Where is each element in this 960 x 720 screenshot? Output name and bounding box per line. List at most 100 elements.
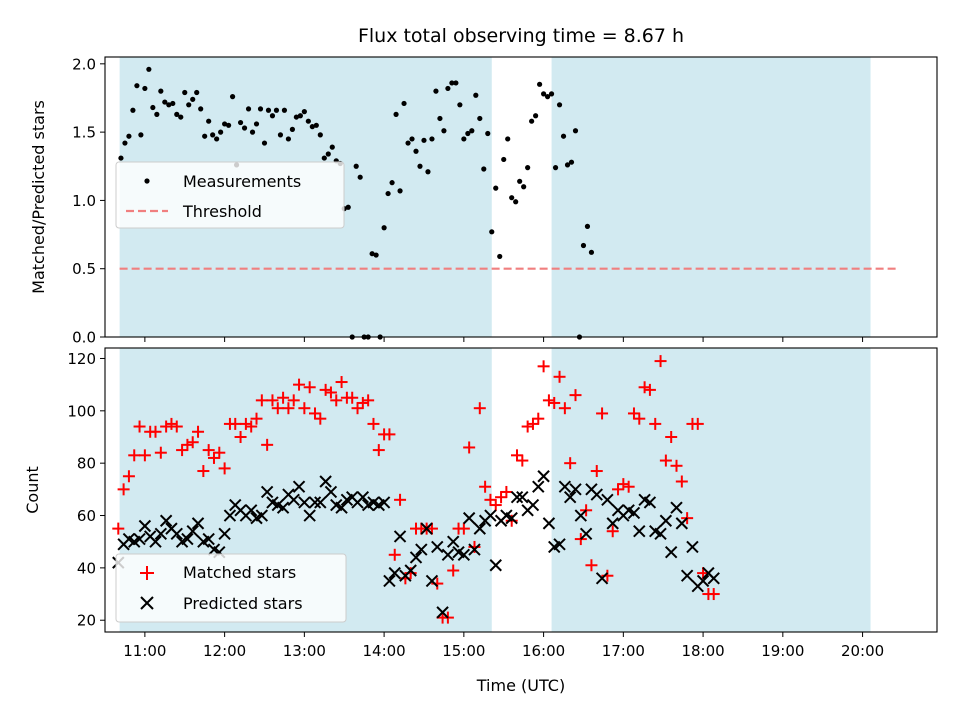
matched-star-point bbox=[548, 396, 561, 409]
measurement-point bbox=[210, 132, 216, 138]
matched-star-point bbox=[532, 412, 545, 425]
measurement-point bbox=[293, 114, 299, 120]
predicted-star-point bbox=[404, 564, 417, 577]
matched-star-point bbox=[356, 396, 369, 409]
matched-star-point bbox=[330, 394, 343, 407]
predicted-star-point bbox=[686, 540, 699, 554]
matched-star-point bbox=[489, 499, 502, 512]
predicted-star-point bbox=[314, 496, 327, 509]
matched-star-points bbox=[112, 355, 720, 624]
predicted-star-point bbox=[223, 509, 237, 522]
matched-star-point bbox=[117, 483, 130, 496]
matched-star-point bbox=[335, 376, 348, 389]
matched-star-point bbox=[138, 449, 151, 462]
matched-star-point bbox=[181, 438, 194, 451]
matched-star-point bbox=[149, 425, 162, 438]
predicted-star-point bbox=[377, 496, 391, 509]
predicted-star-point bbox=[202, 532, 215, 546]
x-tick-label: 14:00 bbox=[362, 642, 405, 660]
measurement-point bbox=[241, 125, 248, 131]
measurement-point bbox=[273, 107, 280, 113]
ratio-y-axis-label: Matched/Predicted stars bbox=[29, 100, 48, 294]
measurement-point bbox=[249, 129, 256, 135]
matched-star-point bbox=[160, 420, 173, 433]
matched-star-point bbox=[346, 391, 359, 404]
measurement-point bbox=[417, 163, 423, 169]
predicted-star-point bbox=[473, 522, 487, 535]
matched-star-point bbox=[202, 444, 215, 457]
matched-star-point bbox=[516, 454, 529, 467]
measurement-point bbox=[513, 199, 519, 205]
measurement-point bbox=[521, 184, 527, 190]
measurement-point bbox=[461, 136, 467, 142]
predicted-star-point bbox=[319, 475, 332, 488]
measurement-point bbox=[178, 114, 184, 120]
measurement-point bbox=[277, 132, 284, 138]
matched-star-point bbox=[165, 417, 178, 430]
predicted-star-point bbox=[675, 517, 689, 530]
measurement-point bbox=[182, 89, 188, 96]
measurement-point bbox=[162, 99, 168, 105]
predicted-star-point bbox=[468, 543, 481, 556]
matched-star-point bbox=[553, 370, 566, 383]
predicted-star-point bbox=[569, 483, 582, 496]
matched-star-point bbox=[234, 430, 247, 443]
predicted-stars-legend-label: Predicted stars bbox=[183, 594, 303, 613]
matched-star-point bbox=[484, 493, 497, 506]
measurement-point bbox=[537, 81, 543, 87]
matched-star-point bbox=[255, 394, 268, 407]
predicted-star-point bbox=[181, 532, 194, 546]
measurement-point bbox=[345, 204, 351, 210]
count-y-tick-label: 120 bbox=[67, 350, 96, 368]
measurement-point bbox=[433, 88, 439, 94]
ratio-y-tick-label: 2.0 bbox=[72, 55, 96, 73]
matched-star-point bbox=[128, 449, 141, 462]
matched-star-point bbox=[617, 478, 630, 491]
predicted-star-point bbox=[409, 551, 423, 564]
ratio-y-tick-label: 1.0 bbox=[72, 192, 96, 210]
count-x-ticks: 11:00 12:00 13:00 14:00 15:00 16:00 17:00 18:00… bbox=[123, 632, 884, 660]
matched-star-point bbox=[192, 425, 205, 438]
matched-star-point bbox=[314, 412, 327, 425]
measurement-point bbox=[257, 106, 264, 112]
ratio-y-tick-label: 1.5 bbox=[72, 124, 96, 142]
matched-star-point bbox=[596, 407, 609, 420]
predicted-star-point bbox=[590, 488, 603, 501]
measurement-point bbox=[437, 115, 443, 122]
predicted-star-point bbox=[627, 506, 641, 520]
predicted-star-point bbox=[393, 530, 407, 543]
measurement-point bbox=[473, 92, 479, 98]
predicted-star-point bbox=[489, 559, 502, 572]
measurement-point bbox=[517, 178, 523, 184]
measurement-point bbox=[580, 242, 587, 249]
measurement-point bbox=[325, 151, 331, 157]
predicted-star-point bbox=[383, 574, 396, 588]
matched-star-point bbox=[154, 446, 167, 459]
measurement-point bbox=[198, 106, 204, 112]
measurement-point bbox=[413, 148, 419, 154]
matched-star-point bbox=[638, 381, 651, 394]
measurement-point bbox=[381, 225, 387, 231]
matched-star-point bbox=[479, 480, 492, 493]
measurement-point bbox=[170, 100, 176, 107]
measurement-point bbox=[385, 190, 391, 197]
observing-interval bbox=[551, 348, 871, 632]
measurement-point bbox=[118, 155, 124, 161]
measurement-point bbox=[445, 85, 451, 92]
measurement-point bbox=[449, 80, 455, 86]
matched-star-point bbox=[463, 441, 476, 454]
predicted-star-point bbox=[170, 527, 183, 541]
count-y-tick-label: 100 bbox=[67, 402, 96, 420]
matched-star-point bbox=[457, 522, 470, 535]
measurement-point bbox=[485, 130, 491, 137]
measurement-point bbox=[202, 133, 208, 139]
predicted-star-point bbox=[558, 480, 572, 493]
measurement-point bbox=[548, 91, 555, 97]
count-y-axis-label: Count bbox=[23, 466, 42, 514]
measurement-point bbox=[397, 188, 403, 194]
measurement-point bbox=[142, 85, 148, 92]
measurement-point bbox=[556, 102, 563, 108]
measurement-point bbox=[253, 121, 260, 127]
matched-star-point bbox=[473, 402, 486, 415]
count-y-tick-label: 80 bbox=[77, 455, 96, 473]
